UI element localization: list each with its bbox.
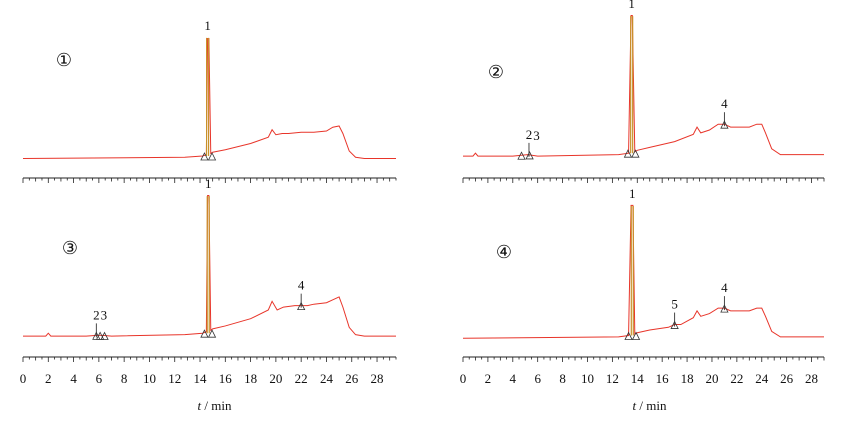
integration-marker <box>623 149 633 158</box>
x-tick-label: 26 <box>345 371 359 386</box>
integration-marker <box>100 331 109 340</box>
integration-marker <box>670 320 679 329</box>
x-tick-label: 20 <box>269 371 282 386</box>
x-tick-label: 24 <box>755 371 769 386</box>
x-tick-label: 2 <box>485 371 492 386</box>
chromatogram-trace <box>22 38 396 159</box>
x-tick-label: 16 <box>219 371 233 386</box>
x-tick-label: 26 <box>780 371 794 386</box>
x-tick-label: 28 <box>371 371 384 386</box>
panel-label: ③ <box>62 238 78 258</box>
x-tick-label: 22 <box>730 371 743 386</box>
x-tick-label: 12 <box>168 371 181 386</box>
chromatogram-trace <box>462 204 824 339</box>
peak-label-2: 2 <box>526 127 533 142</box>
x-axis-label: t / min <box>633 398 667 413</box>
peak-label-4: 4 <box>721 96 728 111</box>
peak-label-4: 4 <box>298 278 305 293</box>
panel-label: ② <box>488 62 504 82</box>
panel-label: ④ <box>496 242 512 262</box>
x-tick-label: 14 <box>631 371 645 386</box>
x-tick-label: 24 <box>320 371 334 386</box>
panel-2: 1 2 3 4 ② <box>462 0 825 183</box>
x-tick-label: 10 <box>143 371 156 386</box>
peak-label-2: 2 <box>93 307 100 322</box>
integration-marker <box>297 301 306 311</box>
x-tick-label: 22 <box>295 371 308 386</box>
x-axis-label: t / min <box>198 398 232 413</box>
integration-marker <box>207 152 217 161</box>
integration-marker <box>200 329 209 338</box>
peak-label-1: 1 <box>204 18 211 33</box>
integration-marker <box>207 329 217 338</box>
chromatogram-trace <box>463 14 824 157</box>
integration-marker <box>624 331 633 340</box>
x-tick-label: 18 <box>681 371 694 386</box>
x-tick-label: 6 <box>534 371 541 386</box>
integration-marker <box>95 331 105 340</box>
x-tick-label: 8 <box>121 371 128 386</box>
integration-marker <box>517 151 526 160</box>
integration-marker <box>525 151 534 160</box>
x-tick-label: 0 <box>20 371 27 386</box>
x-tick-label: 0 <box>460 371 467 386</box>
x-tick-label: 18 <box>244 371 257 386</box>
peak-label-5: 5 <box>671 297 678 312</box>
x-tick-label: 14 <box>194 371 208 386</box>
x-tick-label: 2 <box>45 371 52 386</box>
integration-marker <box>720 120 729 129</box>
x-tick-label: 12 <box>606 371 619 386</box>
x-tick-label: 16 <box>656 371 670 386</box>
x-tick-label: 6 <box>96 371 103 386</box>
peak-label-3: 3 <box>533 128 540 143</box>
peak-label-4: 4 <box>721 280 728 295</box>
x-tick-label: 4 <box>70 371 77 386</box>
peak-label-1: 1 <box>205 176 212 191</box>
integration-marker <box>631 331 641 340</box>
integration-marker <box>720 304 729 313</box>
panel-1: 1① <box>22 18 397 183</box>
peak-label-3: 3 <box>101 307 108 322</box>
integration-marker <box>200 152 209 161</box>
x-tick-label: 10 <box>581 371 594 386</box>
panel-label: ① <box>56 50 72 70</box>
integration-marker <box>631 149 640 158</box>
x-tick-label: 4 <box>510 371 517 386</box>
x-tick-label: 20 <box>705 371 718 386</box>
peak-label-1: 1 <box>628 0 635 11</box>
x-tick-label: 28 <box>805 371 818 386</box>
x-tick-label: 8 <box>559 371 566 386</box>
peak-label-1: 1 <box>629 186 636 201</box>
